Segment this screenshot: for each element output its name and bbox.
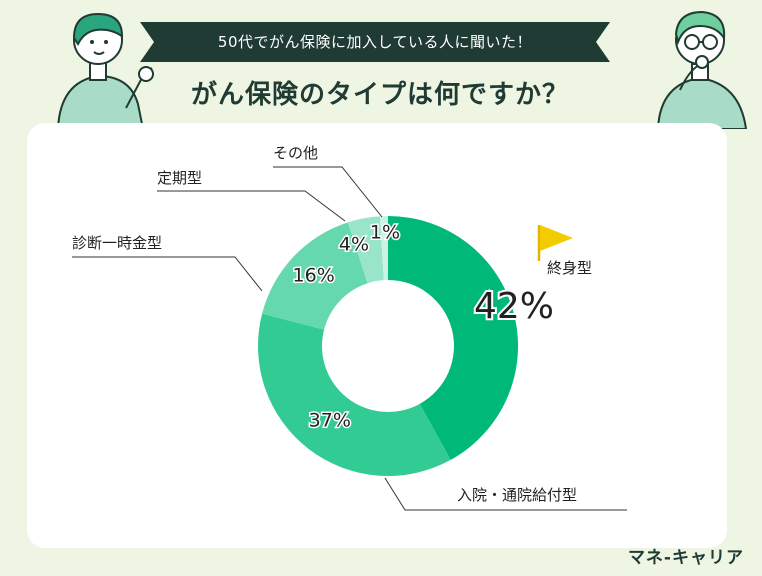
pct-label-2: 37% bbox=[309, 410, 351, 432]
category-label-5: その他 bbox=[273, 144, 318, 162]
category-label-1: 終身型 bbox=[547, 259, 592, 277]
pct-label-5: 1% bbox=[370, 222, 400, 244]
pct-label-1: 42% bbox=[474, 286, 554, 327]
banner-ribbon-shape bbox=[140, 22, 610, 62]
banner-text: 50代でがん保険に加入している人に聞いた！ bbox=[217, 33, 533, 51]
slice-4 bbox=[347, 216, 384, 284]
chart-panel bbox=[27, 123, 727, 548]
category-label-3: 診断一時金型 bbox=[72, 234, 162, 252]
yellow-flag-icon bbox=[540, 225, 573, 251]
pct-label-4: 4% bbox=[339, 234, 369, 256]
slice-1 bbox=[388, 216, 518, 460]
leader-line-5 bbox=[273, 166, 383, 218]
leader-line-2 bbox=[384, 477, 627, 511]
leader-line-3 bbox=[72, 256, 263, 292]
header-banner: 50代でがん保険に加入している人に聞いた！ bbox=[140, 22, 610, 62]
pct-label-3: 16% bbox=[293, 265, 335, 287]
slice-5 bbox=[379, 216, 388, 281]
category-label-2: 入院・通院給付型 bbox=[457, 486, 577, 504]
slice-2 bbox=[257, 313, 451, 476]
person-pointing-illustration bbox=[56, 12, 154, 129]
person-thinking-illustration bbox=[656, 10, 748, 129]
leader-line-4 bbox=[157, 190, 346, 222]
brand-logo: マネ-キャリア bbox=[627, 548, 744, 568]
page-title: がん保険のタイプは何ですか？ bbox=[190, 80, 569, 110]
slice-3 bbox=[262, 222, 368, 330]
category-label-4: 定期型 bbox=[157, 169, 202, 187]
